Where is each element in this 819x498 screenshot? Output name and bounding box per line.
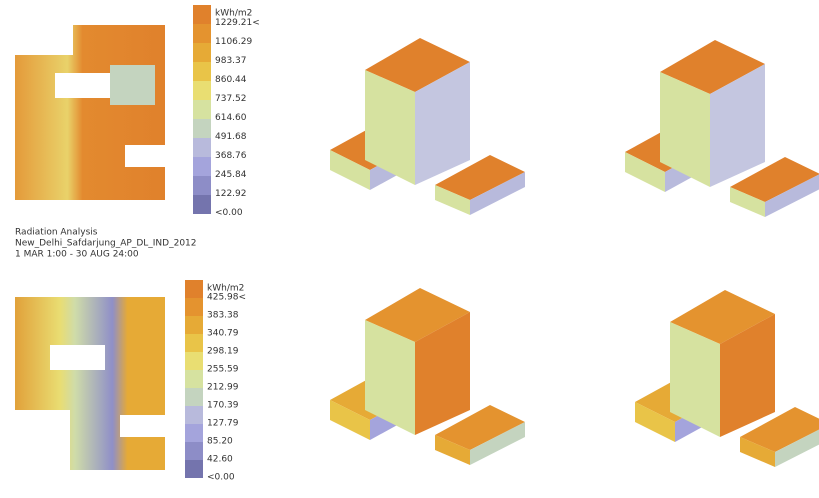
legend-label: 212.99 (207, 383, 239, 393)
legend-label: 860.44 (215, 75, 247, 85)
legend-label: 340.79 (207, 329, 239, 339)
legend-label: 122.92 (215, 189, 247, 199)
legend-swatch (193, 176, 211, 195)
legend-label: 368.76 (215, 151, 247, 161)
caption-period: 1 MAR 1:00 - 30 AUG 24:00 (15, 250, 139, 260)
caption-location: New_Delhi_Safdarjung_AP_DL_IND_2012 (15, 239, 197, 249)
building-view (635, 290, 819, 467)
legend-label: 737.52 (215, 94, 247, 104)
legend-label: 1229.21< (215, 18, 260, 28)
legend-unit: kWh/m2 (215, 9, 252, 19)
legend-swatch (185, 370, 203, 388)
legend-swatch (185, 460, 203, 478)
legend-swatch (185, 406, 203, 424)
caption-title: Radiation Analysis (15, 228, 98, 238)
legend-swatch (185, 298, 203, 316)
legend-swatch (185, 424, 203, 442)
legend-swatch (193, 119, 211, 138)
legend-swatch (185, 388, 203, 406)
legend-label: 1106.29 (215, 37, 252, 47)
legend-unit: kWh/m2 (207, 284, 244, 294)
legend-label: 85.20 (207, 437, 233, 447)
legend-swatch (185, 352, 203, 370)
building-view (330, 38, 525, 215)
legend-label: 983.37 (215, 56, 247, 66)
legend-swatch (185, 280, 203, 298)
legend-label: 298.19 (207, 347, 239, 357)
building-view (330, 288, 525, 465)
legend-label: 42.60 (207, 455, 233, 465)
legend-swatch (193, 138, 211, 157)
legend-label: 170.39 (207, 401, 239, 411)
legend-swatch (193, 81, 211, 100)
legend-label: 614.60 (215, 113, 247, 123)
legend-swatch (185, 334, 203, 352)
legend-swatch (193, 43, 211, 62)
legend-swatch (193, 100, 211, 119)
legend-swatch (193, 157, 211, 176)
legend-swatch (193, 195, 211, 214)
building-view (625, 40, 819, 217)
legend-label: <0.00 (207, 473, 235, 483)
plan-top (15, 25, 165, 200)
legend-swatch (193, 5, 211, 24)
legend-label: <0.00 (215, 208, 243, 218)
legend-label: 245.84 (215, 170, 247, 180)
legend-label: 127.79 (207, 419, 239, 429)
legend-label: 491.68 (215, 132, 247, 142)
legend-swatch (193, 62, 211, 81)
legend-swatch (193, 24, 211, 43)
legend-swatch (185, 316, 203, 334)
legend-label: 425.98< (207, 293, 246, 303)
legend-label: 383.38 (207, 311, 239, 321)
legend-swatch (185, 442, 203, 460)
plan-bottom (15, 297, 165, 470)
legend-label: 255.59 (207, 365, 239, 375)
